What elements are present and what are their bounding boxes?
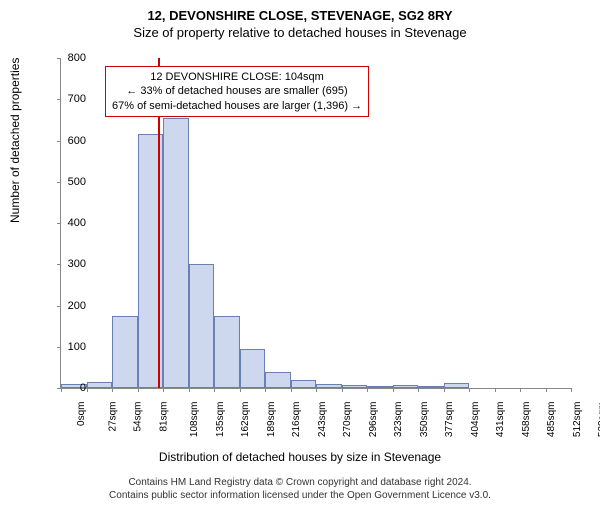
histogram-bar	[342, 385, 368, 388]
histogram-bar	[87, 382, 113, 388]
histogram-bar	[189, 264, 215, 388]
annotation-line: 12 DEVONSHIRE CLOSE: 104sqm	[112, 70, 362, 84]
x-tick-label: 404sqm	[470, 402, 481, 438]
footer-line1: Contains HM Land Registry data © Crown c…	[0, 476, 600, 489]
histogram-bar	[316, 384, 342, 388]
x-tick-label: 27sqm	[107, 402, 118, 432]
histogram-bar	[112, 316, 138, 388]
x-tick-label: 189sqm	[266, 402, 277, 438]
x-tick-label: 296sqm	[368, 402, 379, 438]
y-tick-label: 400	[46, 217, 86, 229]
footer-attribution: Contains HM Land Registry data © Crown c…	[0, 476, 600, 502]
annotation-line: 67% of semi-detached houses are larger (…	[112, 99, 362, 113]
y-tick-label: 300	[46, 258, 86, 270]
histogram-bar	[367, 386, 393, 388]
y-tick-label: 600	[46, 135, 86, 147]
x-tick-label: 377sqm	[444, 402, 455, 438]
x-tick-label: 54sqm	[133, 402, 144, 432]
histogram-bar	[265, 372, 291, 389]
histogram-bar	[240, 349, 266, 388]
x-tick-label: 323sqm	[393, 402, 404, 438]
x-tick-label: 270sqm	[342, 402, 353, 438]
x-tick-label: 431sqm	[495, 402, 506, 438]
footer-line2: Contains public sector information licen…	[0, 489, 600, 502]
histogram-bar	[214, 316, 240, 388]
x-tick-label: 458sqm	[521, 402, 532, 438]
x-tick-label: 81sqm	[158, 402, 169, 432]
chart-title-desc: Size of property relative to detached ho…	[0, 25, 600, 40]
histogram-bar	[418, 386, 444, 388]
x-tick-label: 162sqm	[240, 402, 251, 438]
y-tick-label: 700	[46, 93, 86, 105]
x-axis-label: Distribution of detached houses by size …	[0, 450, 600, 464]
chart-area: 12 DEVONSHIRE CLOSE: 104sqm← 33% of deta…	[60, 58, 570, 388]
y-tick-label: 0	[46, 382, 86, 394]
y-tick-label: 800	[46, 52, 86, 64]
x-tick-label: 350sqm	[419, 402, 430, 438]
y-tick-label: 100	[46, 341, 86, 353]
x-tick-label: 135sqm	[215, 402, 226, 438]
chart-title-address: 12, DEVONSHIRE CLOSE, STEVENAGE, SG2 8RY	[0, 8, 600, 23]
annotation-box: 12 DEVONSHIRE CLOSE: 104sqm← 33% of deta…	[105, 66, 369, 117]
x-tick-label: 0sqm	[76, 402, 87, 426]
x-tick-label: 108sqm	[189, 402, 200, 438]
x-tick-label: 485sqm	[546, 402, 557, 438]
histogram-bar	[393, 385, 419, 388]
annotation-line: ← 33% of detached houses are smaller (69…	[112, 84, 362, 98]
y-tick-label: 200	[46, 300, 86, 312]
histogram-bar	[163, 118, 189, 388]
x-tick-label: 512sqm	[572, 402, 583, 438]
x-tick-label: 216sqm	[291, 402, 302, 438]
x-tick-label: 243sqm	[317, 402, 328, 438]
histogram-bar	[291, 380, 317, 388]
plot-area: 12 DEVONSHIRE CLOSE: 104sqm← 33% of deta…	[60, 58, 571, 389]
y-axis-label: Number of detached properties	[8, 58, 22, 223]
histogram-bar	[444, 383, 470, 388]
y-tick-label: 500	[46, 176, 86, 188]
